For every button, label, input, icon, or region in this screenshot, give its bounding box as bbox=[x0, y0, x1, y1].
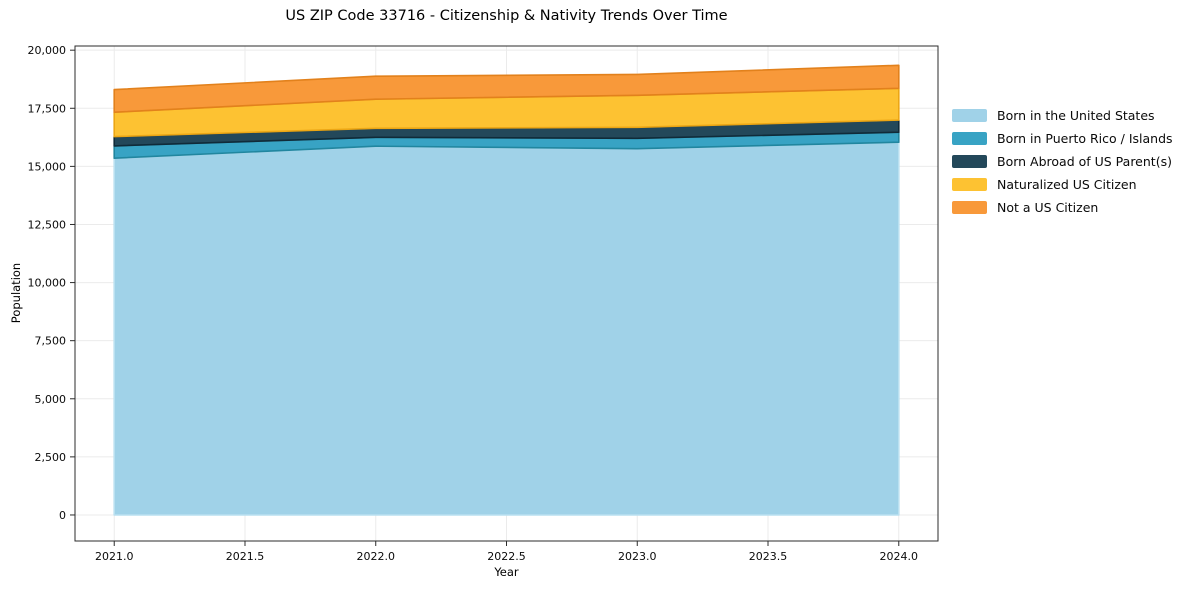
legend-swatch bbox=[952, 201, 987, 214]
y-tick-label: 15,000 bbox=[28, 160, 67, 173]
chart-title: US ZIP Code 33716 - Citizenship & Nativi… bbox=[285, 8, 728, 24]
legend-swatch bbox=[952, 155, 987, 168]
x-tick-label: 2022.5 bbox=[487, 550, 526, 563]
legend-swatch bbox=[952, 109, 987, 122]
legend-item-puerto-rico: Born in Puerto Rico / Islands bbox=[952, 127, 1173, 150]
area-layer bbox=[113, 64, 900, 516]
legend-item-naturalized: Naturalized US Citizen bbox=[952, 173, 1173, 196]
legend-label: Born in the United States bbox=[997, 108, 1155, 123]
y-tick-label: 17,500 bbox=[28, 102, 67, 115]
area-not-citizen bbox=[113, 64, 900, 113]
legend-label: Born Abroad of US Parent(s) bbox=[997, 154, 1172, 169]
x-tick-label: 2023.5 bbox=[749, 550, 788, 563]
y-axis-label: Population bbox=[9, 262, 23, 324]
legend-label: Not a US Citizen bbox=[997, 200, 1099, 215]
legend-label: Born in Puerto Rico / Islands bbox=[997, 131, 1173, 146]
y-tick-label: 7,500 bbox=[35, 335, 67, 348]
legend: Born in the United States Born in Puerto … bbox=[952, 104, 1173, 219]
x-tick-label: 2023.0 bbox=[618, 550, 657, 563]
legend-item-born-abroad: Born Abroad of US Parent(s) bbox=[952, 150, 1173, 173]
legend-item-born-us: Born in the United States bbox=[952, 104, 1173, 127]
x-tick-label: 2021.0 bbox=[95, 550, 134, 563]
axis-layer: 0 2,500 5,000 7,500 10,000 12,500 15,000 17,500… bbox=[28, 44, 939, 563]
legend-label: Naturalized US Citizen bbox=[997, 177, 1137, 192]
y-tick-label: 20,000 bbox=[28, 44, 67, 57]
y-tick-label: 10,000 bbox=[28, 277, 67, 290]
x-tick-label: 2022.0 bbox=[356, 550, 395, 563]
y-tick-label: 5,000 bbox=[35, 393, 67, 406]
y-tick-label: 12,500 bbox=[28, 218, 67, 231]
y-tick-label: 2,500 bbox=[35, 451, 67, 464]
x-tick-label: 2024.0 bbox=[880, 550, 919, 563]
x-tick-label: 2021.5 bbox=[226, 550, 265, 563]
legend-swatch bbox=[952, 132, 987, 145]
legend-swatch bbox=[952, 178, 987, 191]
x-axis-label: Year bbox=[494, 565, 519, 579]
y-tick-label: 0 bbox=[59, 509, 66, 522]
area-born-us bbox=[113, 141, 900, 516]
legend-item-not-citizen: Not a US Citizen bbox=[952, 196, 1173, 219]
